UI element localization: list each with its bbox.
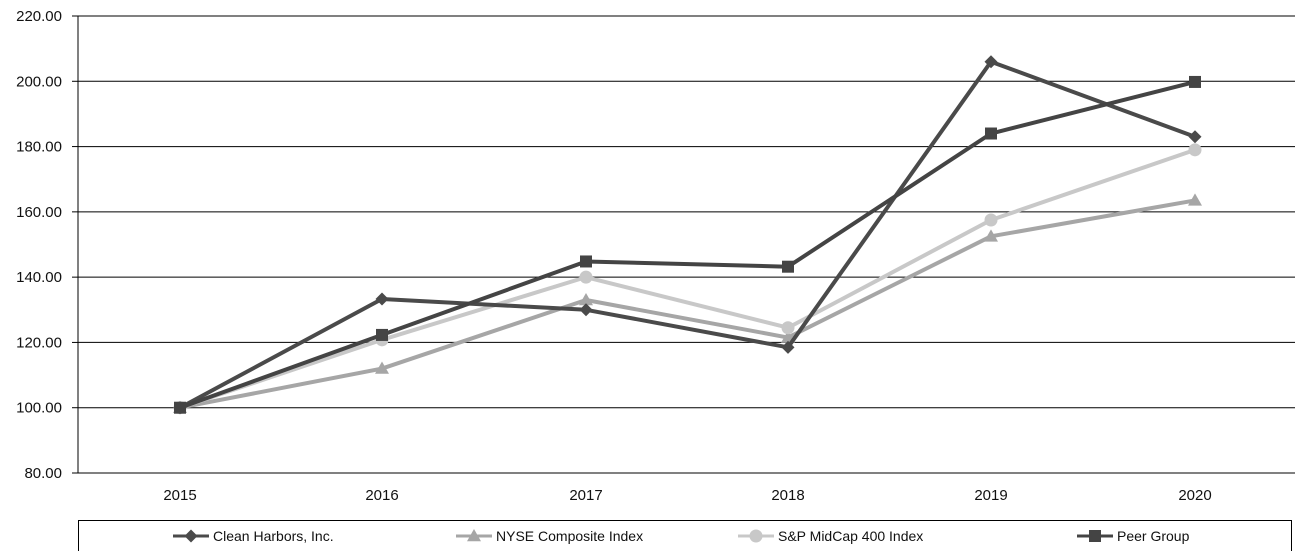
data-point-circle — [984, 213, 998, 227]
x-tick-label: 2017 — [569, 487, 602, 504]
y-tick-label: 100.00 — [16, 400, 62, 417]
data-point-circle — [1188, 143, 1202, 157]
legend-item: Peer Group — [1077, 528, 1190, 544]
gridlines — [78, 15, 1295, 474]
data-series — [173, 55, 1202, 415]
data-point-square — [174, 401, 186, 414]
x-tick-label: 2018 — [771, 487, 804, 504]
axes — [72, 15, 79, 474]
data-point-circle — [579, 270, 593, 284]
data-point-triangle — [1188, 193, 1202, 206]
legend-item: Clean Harbors, Inc. — [173, 528, 334, 544]
series-s-p-midcap-400-index — [173, 143, 1202, 415]
data-point-square — [1189, 75, 1201, 88]
legend-item: S&P MidCap 400 Index — [738, 528, 923, 544]
x-tick-label: 2016 — [365, 487, 398, 504]
y-tick-label: 160.00 — [16, 204, 62, 221]
data-point-diamond — [184, 529, 198, 543]
y-tick-label: 80.00 — [24, 465, 62, 482]
data-point-diamond — [984, 55, 998, 69]
legend-label: NYSE Composite Index — [496, 528, 643, 544]
legend-label: Clean Harbors, Inc. — [213, 528, 334, 544]
x-axis-tick-labels: 2015 2016 2017 2018 2019 2020 — [163, 487, 1211, 504]
series-line — [179, 59, 1196, 410]
x-tick-label: 2020 — [1178, 487, 1211, 504]
y-tick-label: 200.00 — [16, 73, 62, 90]
legend: Clean Harbors, Inc. NYSE Composite Index S… — [78, 520, 1292, 551]
series-line — [179, 198, 1196, 410]
data-point-square — [985, 127, 997, 140]
legend-label: Peer Group — [1117, 528, 1190, 544]
data-point-triangle — [375, 361, 389, 374]
data-point-square — [1089, 530, 1101, 542]
data-point-diamond — [781, 340, 795, 354]
data-point-circle — [781, 321, 795, 335]
legend-label: S&P MidCap 400 Index — [778, 528, 923, 544]
series-peer-group — [174, 75, 1201, 414]
x-tick-label: 2015 — [163, 487, 196, 504]
data-point-diamond — [375, 292, 389, 306]
y-tick-label: 180.00 — [16, 139, 62, 156]
series-clean-harbors-inc — [173, 55, 1202, 415]
y-tick-label: 120.00 — [16, 334, 62, 351]
legend-item: NYSE Composite Index — [456, 528, 643, 544]
x-tick-label: 2019 — [974, 487, 1007, 504]
data-point-diamond — [1188, 130, 1202, 144]
data-point-triangle — [467, 529, 481, 542]
series-line — [179, 79, 1196, 410]
data-point-square — [580, 255, 592, 268]
y-tick-label: 220.00 — [16, 8, 62, 25]
data-point-circle — [749, 529, 763, 543]
data-point-square — [782, 260, 794, 273]
y-tick-label: 140.00 — [16, 269, 62, 286]
data-point-diamond — [579, 303, 593, 317]
data-point-square — [376, 328, 388, 341]
data-point-triangle — [984, 229, 998, 242]
y-axis-tick-labels: 80.00 100.00 120.00 140.00 160.00 180.00 200.0… — [16, 8, 62, 482]
series-line — [179, 147, 1196, 410]
data-point-triangle — [579, 292, 593, 306]
